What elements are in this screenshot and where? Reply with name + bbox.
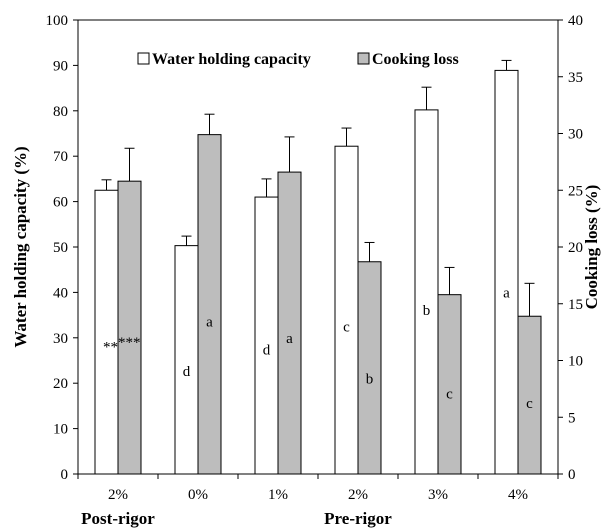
x-tick-label: 0% — [188, 487, 208, 503]
bar-significance-label: d — [183, 364, 191, 380]
y2-axis-title: Cooking loss (%) — [582, 185, 601, 310]
legend-label-water-holding-capacity: Water holding capacity — [152, 51, 311, 68]
bar-significance-label: *** — [118, 335, 141, 351]
y2-tick-label: 35 — [568, 70, 583, 86]
y-tick-label: 100 — [46, 13, 69, 29]
y-tick-label: 60 — [53, 195, 68, 211]
legend: Water holding capacity Cooking loss — [137, 51, 459, 68]
bar-significance-label: b — [423, 303, 431, 319]
bar-cooking-loss — [357, 261, 382, 475]
bar-cooking-loss — [117, 180, 142, 475]
group-label: Post-rigor — [81, 509, 155, 528]
y-tick-label: 80 — [53, 104, 68, 120]
bar-significance-label: b — [366, 371, 374, 387]
bars — [94, 59, 542, 475]
x-tick-label: 2% — [108, 487, 128, 503]
bar-whc — [254, 196, 279, 475]
y2-tick-label: 25 — [568, 183, 583, 199]
y2-tick-label: 10 — [568, 354, 583, 370]
bar-significance-label: c — [526, 396, 533, 412]
bar-significance-label: a — [206, 314, 213, 330]
x-tick-label: 2% — [348, 487, 368, 503]
plot-frame — [77, 19, 559, 475]
bar-cooking-loss — [277, 171, 302, 475]
y2-tick-label: 20 — [568, 240, 583, 256]
bar-whc — [494, 69, 519, 475]
bar-whc — [414, 109, 439, 475]
y-tick-label: 90 — [53, 58, 68, 74]
bar-cooking-loss — [437, 294, 462, 475]
y2-tick-label: 0 — [568, 467, 576, 483]
axes: 0 10 20 30 40 50 60 70 80 90 100 0 5 10 15 20 25 30 35 40 2%… — [46, 13, 584, 528]
bar-whc — [174, 245, 199, 475]
y2-tick-label: 40 — [568, 13, 583, 29]
y-tick-label: 20 — [53, 376, 68, 392]
x-tick-label: 1% — [268, 487, 288, 503]
legend-label-cooking-loss: Cooking loss — [372, 51, 459, 68]
bar-whc — [334, 145, 359, 475]
y2-tick-label: 5 — [568, 410, 576, 426]
legend-swatch-water-holding-capacity — [137, 52, 150, 65]
y-tick-label: 70 — [53, 149, 68, 165]
bar-significance-label: c — [446, 386, 453, 402]
y2-tick-label: 15 — [568, 297, 583, 313]
y-tick-label: 0 — [61, 467, 69, 483]
bar-significance-label: ** — [103, 339, 118, 355]
bar-cooking-loss — [197, 134, 222, 475]
x-tick-label: 4% — [508, 487, 528, 503]
bar-whc — [94, 189, 119, 475]
bar-significance-label: c — [343, 319, 350, 335]
y-tick-label: 40 — [53, 285, 68, 301]
bar-significance-label: d — [263, 342, 271, 358]
group-label: Pre-rigor — [324, 509, 392, 528]
y-tick-label: 30 — [53, 331, 68, 347]
y-tick-label: 10 — [53, 422, 68, 438]
x-tick-label: 3% — [428, 487, 448, 503]
y-axis-title: Water holding capacity (%) — [11, 146, 30, 347]
y-tick-label: 50 — [53, 240, 68, 256]
bar-significance-label: a — [286, 331, 293, 347]
legend-swatch-cooking-loss — [357, 52, 370, 65]
bar-significance-label: a — [503, 285, 510, 301]
y2-tick-label: 30 — [568, 127, 583, 143]
